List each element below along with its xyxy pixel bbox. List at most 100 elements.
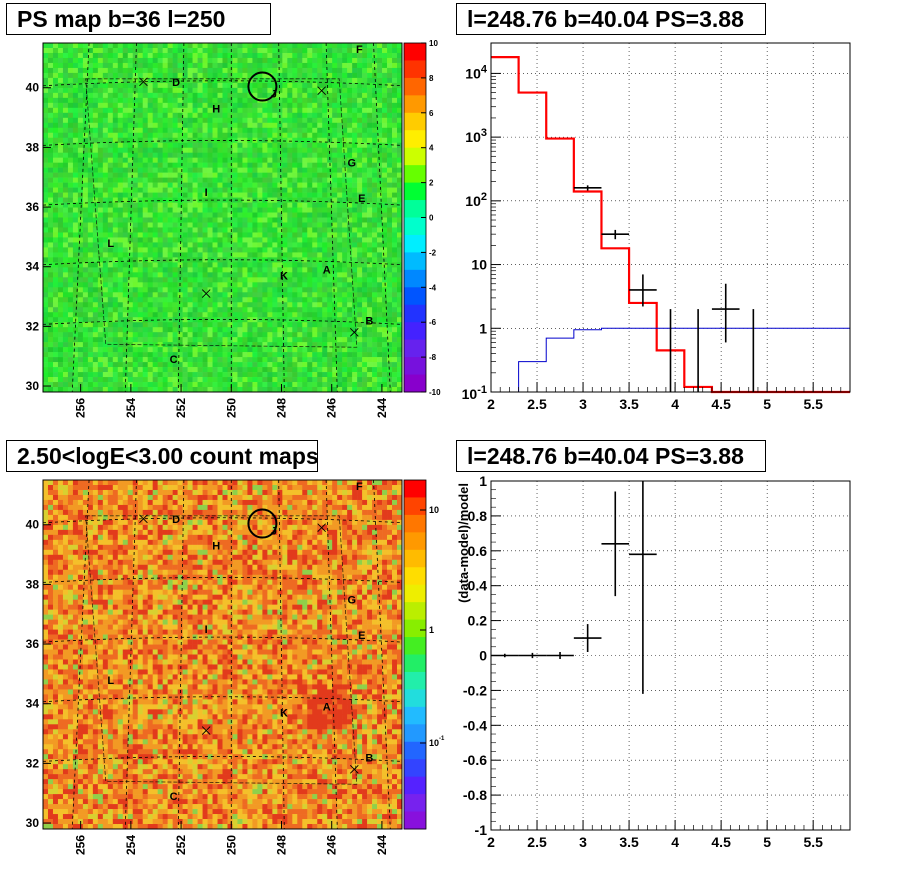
map-cell [372, 287, 378, 293]
map-cell [257, 322, 263, 328]
map-cell [257, 347, 263, 353]
map-cell [127, 52, 134, 59]
map-cell [247, 357, 253, 363]
map-cell [257, 307, 263, 313]
map-cell [232, 52, 238, 59]
map-cell [172, 307, 178, 313]
map-cell [372, 262, 378, 268]
map-cell [107, 157, 114, 163]
map-cell [187, 377, 193, 383]
map-cell [392, 342, 398, 348]
map-cell [197, 377, 203, 383]
map-cell [142, 102, 149, 109]
map-cell [237, 57, 243, 64]
map-cell [322, 152, 328, 158]
map-cell [217, 342, 223, 348]
map-cell [347, 342, 353, 348]
map-cell [247, 237, 253, 243]
map-cell [207, 82, 213, 89]
map-cell [392, 187, 398, 193]
map-cell [47, 252, 54, 258]
map-cell [182, 242, 188, 248]
map-cell [327, 227, 333, 233]
map-cell [277, 337, 283, 343]
map-cell [227, 327, 233, 333]
map-cell [102, 312, 109, 318]
map-cell [257, 297, 263, 303]
map-cell [342, 287, 348, 293]
map-cell [382, 252, 388, 258]
map-cell [242, 302, 248, 308]
map-cell [57, 242, 64, 248]
map-cell [282, 137, 288, 144]
map-cell [372, 352, 378, 358]
map-cell [212, 232, 218, 238]
map-cell [162, 122, 168, 129]
map-cell [107, 322, 114, 328]
map-cell [282, 327, 288, 333]
map-cell [337, 62, 343, 69]
map-cell [57, 262, 64, 268]
map-cell [292, 202, 298, 208]
map-cell [142, 382, 149, 388]
map-cell [152, 162, 158, 168]
map-cell [262, 212, 268, 218]
map-cell [122, 222, 129, 228]
map-cell [47, 347, 54, 353]
map-cell [317, 232, 323, 238]
map-cell [322, 342, 328, 348]
map-cell [322, 57, 328, 64]
map-cell [137, 187, 144, 193]
map-cell [377, 287, 383, 293]
map-cell [297, 327, 303, 333]
map-cell [222, 237, 228, 243]
map-cell [392, 217, 398, 223]
map-cell [187, 62, 193, 69]
map-cell [67, 277, 74, 283]
map-cell [342, 267, 348, 273]
map-cell [282, 72, 288, 79]
map-cell [67, 62, 74, 69]
map-cell [262, 132, 268, 139]
map-cell [137, 152, 144, 158]
map-cell [367, 102, 373, 109]
map-cell [302, 277, 308, 283]
map-cell [332, 302, 338, 308]
map-cell [392, 332, 398, 338]
map-cell [372, 43, 378, 49]
map-cell [177, 212, 183, 218]
map-cell [317, 122, 323, 129]
map-cell [127, 202, 134, 208]
map-cell [167, 237, 173, 243]
map-cell [342, 207, 348, 213]
map-cell [222, 102, 228, 109]
map-cell [357, 157, 363, 163]
map-cell [302, 227, 308, 233]
map-cell [82, 62, 89, 69]
map-cell [272, 382, 278, 388]
map-cell [112, 232, 119, 238]
map-cell [277, 122, 283, 129]
map-cell [192, 347, 198, 353]
map-cell [277, 177, 283, 183]
map-cell [297, 367, 303, 373]
map-cell [77, 172, 84, 178]
map-cell [167, 112, 173, 119]
map-cell [202, 162, 208, 168]
map-cell [227, 52, 233, 59]
map-cell [207, 67, 213, 74]
map-cell [87, 147, 94, 153]
map-cell [107, 142, 114, 148]
map-cell [162, 322, 168, 328]
map-cell [222, 207, 228, 213]
map-cell [382, 137, 388, 144]
map-cell [287, 137, 293, 144]
map-cell [77, 287, 84, 293]
map-cell [327, 292, 333, 298]
map-cell [242, 87, 248, 94]
map-cell [157, 122, 163, 129]
map-cell [162, 357, 168, 363]
map-cell [257, 117, 263, 124]
map-cell [72, 292, 79, 298]
map-cell [302, 112, 308, 119]
